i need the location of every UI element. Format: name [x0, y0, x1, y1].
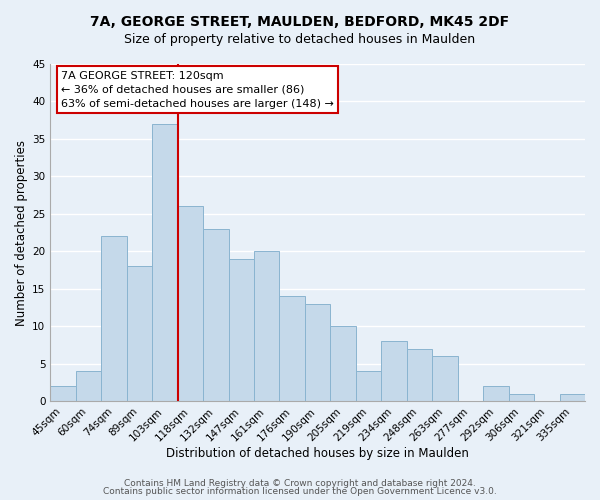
Bar [203, 229, 229, 401]
Text: 7A GEORGE STREET: 120sqm
← 36% of detached houses are smaller (86)
63% of semi-d: 7A GEORGE STREET: 120sqm ← 36% of detach… [61, 70, 334, 108]
Text: Size of property relative to detached houses in Maulden: Size of property relative to detached ho… [124, 32, 476, 46]
Bar [178, 206, 203, 401]
Bar [381, 341, 407, 401]
Bar [509, 394, 534, 401]
Bar [356, 371, 381, 401]
Bar [254, 252, 280, 401]
Bar [229, 259, 254, 401]
Bar [50, 386, 76, 401]
Bar [152, 124, 178, 401]
Bar [305, 304, 331, 401]
Bar [483, 386, 509, 401]
Text: Contains HM Land Registry data © Crown copyright and database right 2024.: Contains HM Land Registry data © Crown c… [124, 478, 476, 488]
Bar [560, 394, 585, 401]
Bar [127, 266, 152, 401]
Text: Contains public sector information licensed under the Open Government Licence v3: Contains public sector information licen… [103, 487, 497, 496]
Bar [101, 236, 127, 401]
Bar [407, 348, 432, 401]
X-axis label: Distribution of detached houses by size in Maulden: Distribution of detached houses by size … [166, 447, 469, 460]
Bar [331, 326, 356, 401]
Bar [432, 356, 458, 401]
Y-axis label: Number of detached properties: Number of detached properties [15, 140, 28, 326]
Text: 7A, GEORGE STREET, MAULDEN, BEDFORD, MK45 2DF: 7A, GEORGE STREET, MAULDEN, BEDFORD, MK4… [91, 15, 509, 29]
Bar [280, 296, 305, 401]
Bar [76, 371, 101, 401]
